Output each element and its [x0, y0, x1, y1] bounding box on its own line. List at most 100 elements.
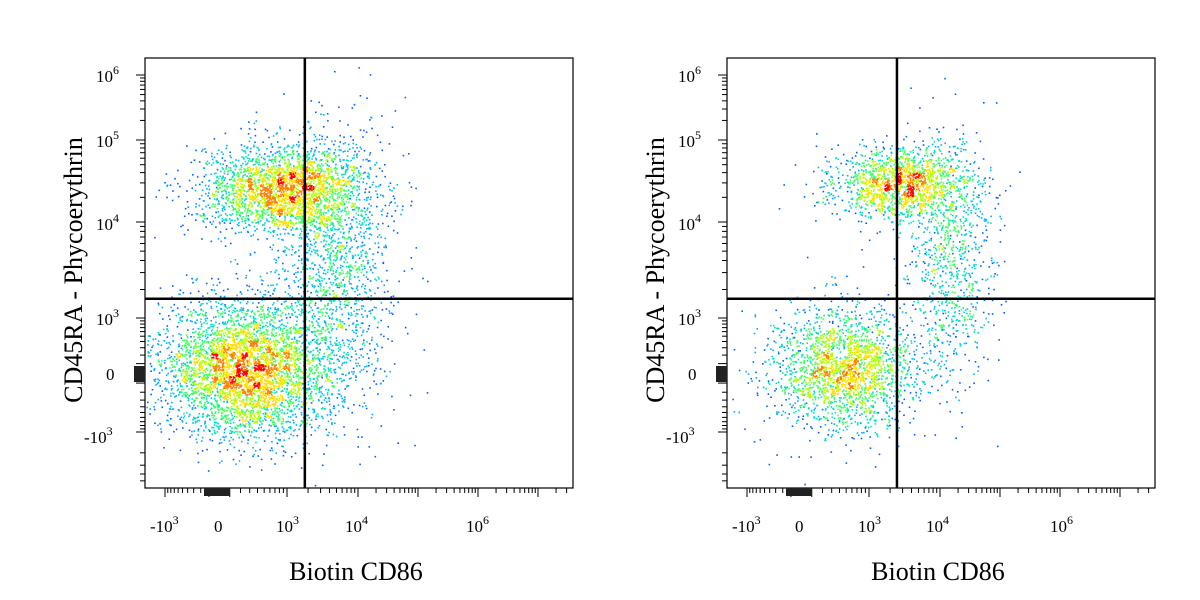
event-dot — [234, 208, 237, 211]
event-dot — [247, 439, 249, 441]
event-dot — [200, 215, 203, 217]
event-dot — [260, 346, 262, 348]
event-dot — [219, 295, 222, 298]
event-dot — [233, 431, 236, 434]
event-dot — [226, 327, 228, 329]
event-dot — [252, 409, 254, 412]
event-dot — [223, 394, 226, 397]
event-dot — [240, 394, 243, 397]
event-dot — [241, 376, 244, 378]
event-dot — [225, 406, 228, 409]
event-dot — [274, 313, 277, 315]
event-dot — [293, 336, 296, 339]
event-dot — [238, 449, 240, 452]
event-dot — [285, 429, 287, 432]
event-dot — [283, 405, 286, 408]
event-dot — [245, 410, 248, 412]
event-dot — [281, 333, 283, 335]
event-dot — [265, 379, 268, 381]
event-dot — [344, 196, 347, 198]
event-dot — [284, 200, 287, 203]
event-dot — [155, 384, 157, 386]
event-dot — [153, 379, 155, 381]
event-dot — [214, 216, 217, 219]
event-dot — [229, 151, 231, 154]
event-dot — [214, 379, 217, 381]
event-dot — [245, 325, 247, 327]
event-dot — [210, 381, 213, 383]
event-dot — [267, 377, 269, 380]
event-dot — [187, 308, 189, 311]
event-dot — [188, 368, 190, 370]
event-dot — [191, 398, 194, 400]
event-dot — [314, 187, 316, 189]
event-dot — [287, 420, 289, 423]
event-dot — [301, 309, 303, 311]
event-dot — [265, 328, 268, 331]
event-dot — [320, 311, 322, 313]
event-dot — [253, 333, 255, 335]
event-dot — [229, 359, 232, 361]
event-dot — [311, 368, 313, 371]
event-dot — [238, 436, 240, 439]
event-dot — [223, 351, 225, 354]
event-dot — [290, 390, 293, 393]
event-dot — [220, 377, 223, 380]
event-dot — [233, 165, 235, 167]
event-dot — [157, 378, 159, 381]
event-dot — [232, 390, 234, 393]
event-dot — [147, 335, 150, 337]
event-dot — [252, 341, 255, 344]
event-dot — [229, 410, 232, 413]
event-dot — [359, 172, 362, 175]
event-dot — [264, 380, 266, 383]
event-dot — [321, 385, 323, 388]
event-dot — [205, 282, 208, 285]
event-dot — [222, 393, 224, 395]
event-dot — [313, 201, 315, 204]
event-dot — [180, 354, 182, 356]
event-dot — [232, 358, 234, 360]
event-dot — [168, 438, 171, 440]
event-dot — [275, 212, 278, 215]
event-dot — [224, 353, 227, 355]
event-dot — [201, 360, 203, 362]
event-dot — [338, 184, 341, 186]
event-dot — [198, 364, 200, 367]
event-dot — [216, 330, 219, 333]
event-dot — [188, 374, 190, 377]
event-dot — [234, 347, 236, 350]
event-dot — [250, 326, 252, 328]
event-dot — [186, 375, 188, 377]
event-dot — [301, 183, 304, 185]
event-dot — [296, 382, 298, 384]
event-dot — [260, 391, 263, 393]
event-dot — [237, 374, 239, 377]
event-dot — [213, 421, 216, 424]
event-dot — [191, 408, 194, 411]
event-dot — [192, 353, 194, 355]
event-dot — [232, 180, 235, 182]
event-dot — [249, 345, 251, 347]
event-dot — [279, 363, 281, 366]
event-dot — [245, 334, 247, 337]
event-dot — [249, 375, 251, 378]
event-dot — [239, 360, 242, 362]
event-dot — [252, 446, 254, 449]
event-dot — [209, 430, 211, 433]
event-dot — [242, 389, 244, 392]
event-dot — [290, 303, 293, 305]
event-dot — [229, 222, 231, 224]
event-dot — [225, 344, 227, 346]
event-dot — [289, 379, 291, 382]
event-dot — [218, 322, 221, 325]
event-dot — [246, 393, 248, 396]
event-dot — [288, 437, 290, 440]
event-dot — [197, 345, 199, 348]
event-dot — [181, 348, 184, 351]
event-dot — [220, 369, 223, 372]
event-dot — [215, 293, 217, 295]
event-dot — [266, 359, 268, 362]
event-dot — [188, 429, 191, 432]
event-dot — [286, 357, 288, 360]
